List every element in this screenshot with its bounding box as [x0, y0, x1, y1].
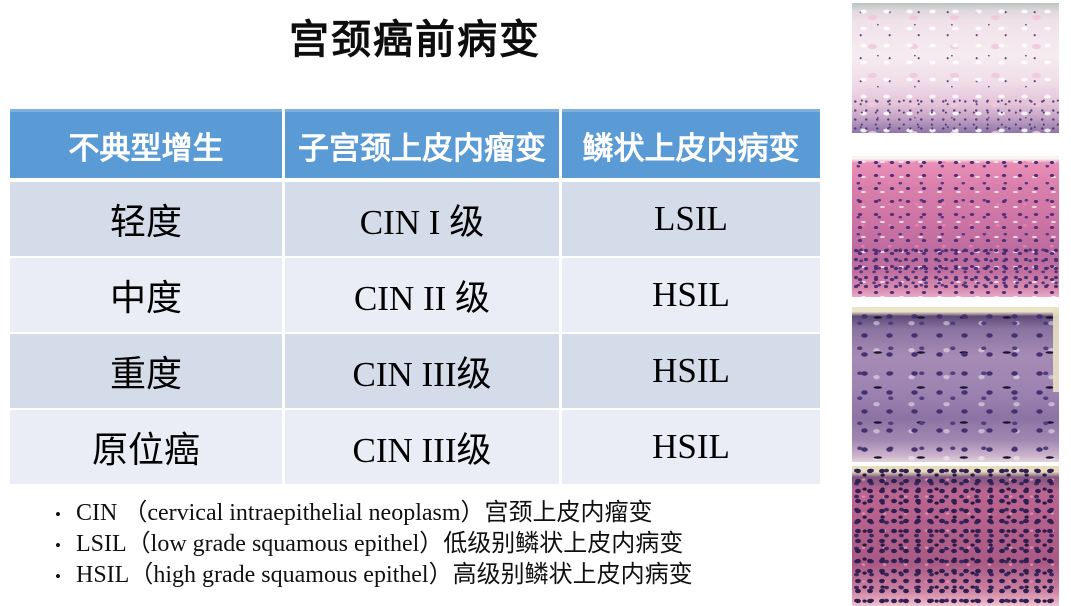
abbreviation-definitions-list: • CIN （cervical intraepithelial neoplasm…	[55, 498, 693, 591]
page-title: 宫颈癌前病变	[289, 18, 541, 62]
cell-grade: 中度	[10, 258, 282, 332]
cell-sil: LSIL	[562, 182, 820, 256]
table-row: 重度 CIN III级 HSIL	[10, 334, 820, 408]
table-row: 轻度 CIN I 级 LSIL	[10, 182, 820, 256]
table-header-row: 不典型增生 子宫颈上皮内瘤变 鳞状上皮内病变	[10, 109, 820, 178]
cell-sil: HSIL	[562, 410, 820, 484]
list-item: • HSIL（high grade squamous epithel）高级别鳞状…	[55, 560, 693, 590]
cell-cin: CIN I 级	[285, 182, 559, 256]
histology-image-lsil	[852, 156, 1059, 297]
table-row: 中度 CIN II 级 HSIL	[10, 258, 820, 332]
cell-grade: 原位癌	[10, 410, 282, 484]
cell-sil: HSIL	[562, 334, 820, 408]
column-header-sil: 鳞状上皮内病变	[562, 109, 820, 178]
list-item: • CIN （cervical intraepithelial neoplasm…	[55, 498, 693, 528]
definition-cin: CIN （cervical intraepithelial neoplasm）宫…	[76, 500, 653, 526]
column-header-atypical-hyperplasia: 不典型增生	[10, 109, 282, 178]
bullet-icon: •	[55, 567, 61, 586]
histology-image-carcinoma-in-situ	[852, 466, 1059, 606]
bullet-icon: •	[55, 536, 61, 555]
cell-cin: CIN III级	[285, 334, 559, 408]
bullet-icon: •	[55, 505, 61, 524]
cell-cin: CIN II 级	[285, 258, 559, 332]
definition-hsil: HSIL（high grade squamous epithel）高级别鳞状上皮…	[76, 562, 693, 588]
histology-image-normal-mild	[852, 3, 1059, 133]
table-row: 原位癌 CIN III级 HSIL	[10, 410, 820, 484]
definition-lsil: LSIL（low grade squamous epithel）低级别鳞状上皮内…	[76, 531, 684, 557]
cell-grade: 重度	[10, 334, 282, 408]
cell-grade: 轻度	[10, 182, 282, 256]
lesion-grading-table: 不典型增生 子宫颈上皮内瘤变 鳞状上皮内病变 轻度 CIN I 级 LSIL 中…	[10, 109, 820, 486]
column-header-cin: 子宫颈上皮内瘤变	[285, 109, 559, 178]
cell-cin: CIN III级	[285, 410, 559, 484]
list-item: • LSIL（low grade squamous epithel）低级别鳞状上…	[55, 529, 693, 559]
histology-image-hsil	[852, 307, 1059, 462]
cell-sil: HSIL	[562, 258, 820, 332]
